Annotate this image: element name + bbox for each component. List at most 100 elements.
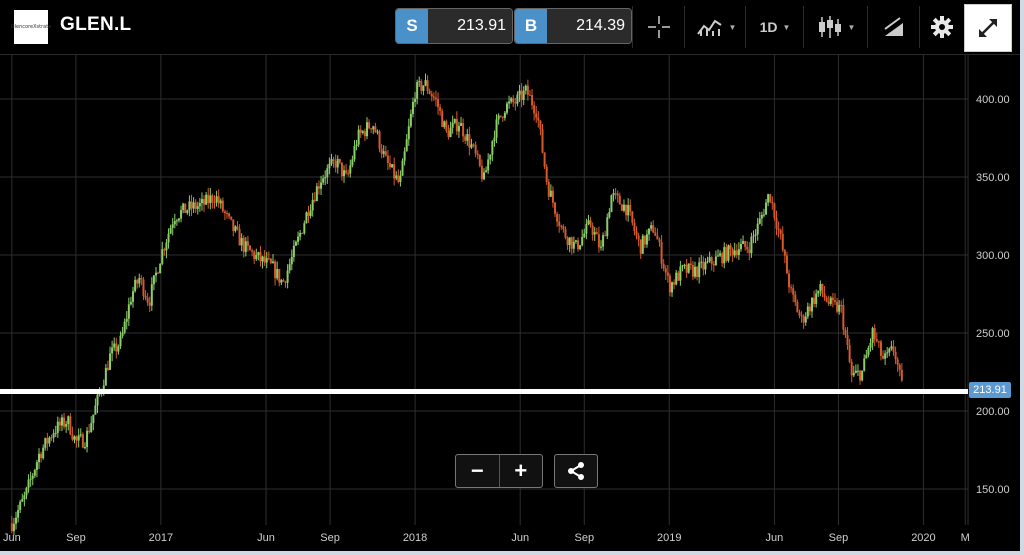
candle-body [516, 94, 519, 104]
candle-body [794, 294, 797, 303]
candle-body [190, 201, 193, 209]
candle-body [307, 212, 310, 216]
candle-body [622, 204, 625, 211]
candle-body [104, 367, 107, 386]
candle-body [336, 158, 339, 168]
timeframe-button[interactable]: 1D ▼ [750, 8, 800, 46]
candle-body [483, 172, 485, 180]
candle-body [150, 284, 153, 306]
candle-body [332, 159, 335, 162]
candle-body [627, 205, 630, 216]
chart-header: GlencoreXstrata GLEN.L S 213.91 B 214.39… [0, 0, 1020, 55]
x-tick-label: Sep [574, 532, 594, 544]
candle-body [368, 122, 371, 129]
candle-body [418, 81, 421, 83]
candle-body [823, 293, 826, 298]
candle-body [44, 438, 47, 448]
candle-body [449, 127, 452, 138]
candles-layer [10, 73, 903, 536]
candle-body [612, 193, 615, 196]
expand-button[interactable] [964, 4, 1012, 52]
candle-body [685, 264, 688, 273]
candlestick-icon [818, 16, 841, 38]
candle-body [403, 151, 406, 161]
candle-body [445, 121, 448, 131]
crosshair-button[interactable] [637, 8, 681, 46]
candle-body [50, 437, 53, 439]
candle-body [278, 268, 281, 283]
candle-body [326, 168, 329, 178]
candle-body [850, 361, 853, 376]
candle-body [257, 252, 260, 255]
candle-body [92, 414, 95, 424]
candle-body [476, 153, 479, 156]
candle-body [244, 241, 247, 252]
candle-body [633, 222, 636, 232]
candle-body [577, 240, 580, 250]
chart-type-button[interactable]: ▼ [808, 8, 864, 46]
candle-body [173, 221, 176, 225]
candle-body [60, 417, 63, 426]
candle-body [299, 233, 302, 237]
candle-body [303, 223, 306, 234]
candle-body [27, 479, 30, 488]
candle-body [739, 243, 742, 250]
buy-quote-button[interactable]: B 214.39 [514, 8, 632, 44]
candle-body [265, 258, 268, 263]
candle-body [311, 199, 314, 211]
candle-body [434, 97, 437, 100]
candle-body [426, 80, 429, 91]
candle-body [865, 354, 868, 359]
candle-body [900, 369, 903, 381]
candle-body [708, 257, 711, 262]
candle-body [478, 155, 481, 166]
candle-body [537, 117, 540, 121]
candle-body [194, 202, 197, 209]
candle-body [852, 372, 855, 376]
candle-body [861, 370, 864, 381]
frame-edge [1020, 0, 1024, 555]
current-price-line [0, 389, 968, 394]
zoom-out-button[interactable]: − [470, 458, 484, 483]
candle-body [255, 254, 258, 260]
chevron-down-icon: ▼ [782, 22, 791, 32]
candle-body [769, 194, 772, 202]
candle-body [748, 249, 751, 254]
zoom-in-button[interactable]: + [498, 455, 543, 487]
candle-body [315, 186, 318, 202]
price-chart[interactable]: 150.00 200.00 250.00 300.00 350.00 400.00 Jun… [0, 55, 1020, 551]
indicators-button[interactable]: ▼ [690, 8, 742, 46]
sell-quote-button[interactable]: S 213.91 [395, 8, 513, 44]
share-button[interactable] [554, 454, 598, 488]
candle-body [813, 297, 816, 304]
candle-body [489, 154, 492, 160]
drawing-tools-button[interactable] [872, 8, 916, 46]
candle-body [345, 170, 348, 174]
candle-body [877, 341, 880, 343]
candle-body [447, 130, 450, 138]
candle-body [253, 251, 256, 260]
candle-body [568, 237, 571, 246]
candle-body [585, 223, 588, 234]
candle-body [531, 94, 534, 106]
candle-body [416, 82, 419, 99]
candle-body [694, 266, 697, 277]
candle-body [825, 297, 828, 302]
candle-body [146, 298, 149, 303]
candle-body [827, 301, 830, 304]
x-tick-label: Sep [66, 532, 86, 544]
candle-body [223, 211, 226, 214]
candle-body [472, 144, 475, 146]
candle-body [547, 181, 550, 197]
candle-body [353, 146, 356, 160]
candle-body [648, 228, 651, 235]
settings-button[interactable] [922, 8, 962, 46]
candle-body [63, 417, 66, 427]
candle-body [249, 245, 252, 251]
candle-body [106, 367, 109, 370]
candle-body [790, 287, 793, 289]
candle-body [673, 282, 676, 285]
candle-body [330, 159, 333, 164]
candle-body [177, 218, 180, 221]
candle-body [808, 306, 811, 312]
